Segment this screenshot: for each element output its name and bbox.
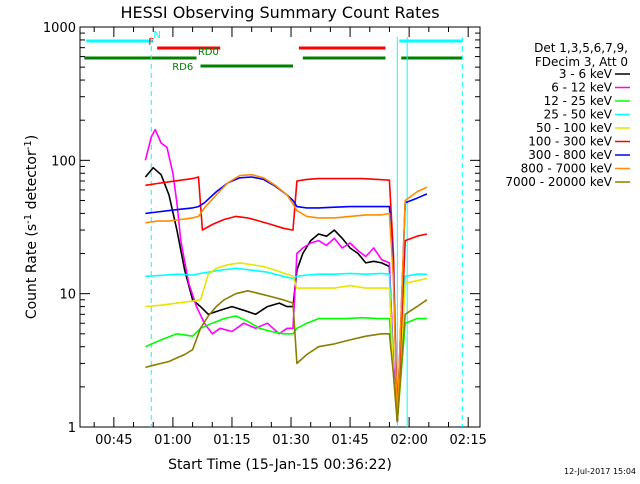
series-line <box>145 289 428 423</box>
series-line <box>145 262 428 423</box>
x-axis: 00:45 01:00 01:15 01:30 01:45 02:00 02:15 <box>93 27 487 448</box>
series-line <box>145 176 428 423</box>
legend-label: 100 - 300 keV <box>528 135 612 149</box>
x-tick-label: 00:45 <box>95 433 132 448</box>
x-tick-label: 01:45 <box>331 433 368 448</box>
y-label-part: Count Rate (s <box>24 224 40 319</box>
x-axis-label: Start Time (15-Jan-15 00:36:22) <box>168 457 392 473</box>
plot-area <box>79 26 481 428</box>
legend-label: 25 - 50 keV <box>544 108 613 122</box>
x-tick-label: 02:00 <box>390 433 427 448</box>
flag-bars: NF RD0 RD6 <box>84 30 463 73</box>
legend-label: 800 - 7000 keV <box>521 162 613 176</box>
x-tick-label: 01:00 <box>154 433 191 448</box>
y-label-exponent: -1 <box>23 140 34 150</box>
flag-label-f: F <box>148 37 154 48</box>
series-layer <box>144 128 428 423</box>
y-tick-label: 100 <box>51 154 76 169</box>
y-label-part: detector <box>24 150 40 214</box>
legend-header: Det 1,3,5,6,7,9, <box>534 41 628 55</box>
x-tick-label: 01:30 <box>272 433 309 448</box>
flag-label-n: N <box>153 30 160 41</box>
legend-label: 300 - 800 keV <box>528 148 612 162</box>
footer-date: 12-Jul-2017 15:04 <box>564 467 636 476</box>
y-axis-label: Count Rate (s-1 detector-1) <box>23 135 40 319</box>
y-axis: 1 10 100 1000 <box>43 21 480 436</box>
x-tick-label: 02:15 <box>449 433 486 448</box>
legend-label: 6 - 12 keV <box>551 81 613 95</box>
legend-label: 3 - 6 keV <box>559 67 613 81</box>
event-vlines <box>150 37 463 427</box>
y-tick-label: 10 <box>59 288 76 303</box>
y-label-exponent: -1 <box>23 214 34 224</box>
y-tick-label: 1000 <box>43 21 76 36</box>
chart-title: HESSI Observing Summary Count Rates <box>120 3 439 22</box>
plot-frame <box>79 26 481 428</box>
flag-label-rd6: RD6 <box>172 62 193 73</box>
x-tick-label: 01:15 <box>213 433 250 448</box>
y-tick-label: 1 <box>68 421 76 436</box>
legend-header: FDecim 3, Att 0 <box>535 55 628 69</box>
legend-label: 7000 - 20000 keV <box>505 175 612 189</box>
legend: Det 1,3,5,6,7,9, FDecim 3, Att 0 3 - 6 k… <box>505 41 630 189</box>
flag-label-rd0: RD0 <box>198 47 219 58</box>
y-label-part: ) <box>24 135 40 140</box>
series-line <box>145 173 428 423</box>
legend-label: 50 - 100 keV <box>536 121 613 135</box>
legend-label: 12 - 25 keV <box>544 94 613 108</box>
